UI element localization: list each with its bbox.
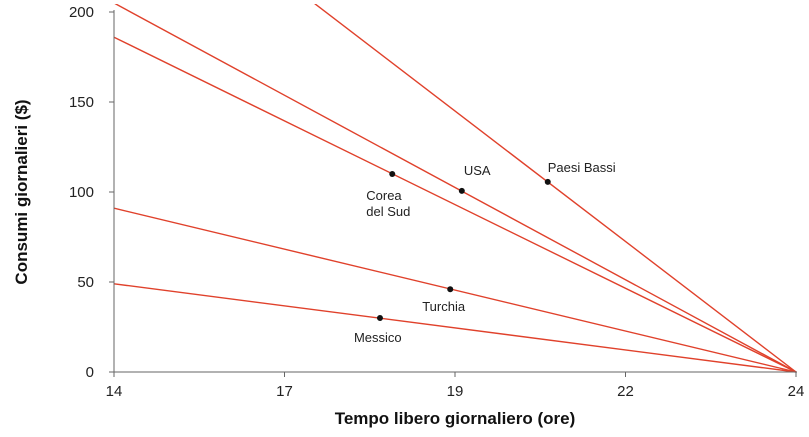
point-messico bbox=[376, 315, 383, 321]
y-tick-label: 200 bbox=[69, 4, 94, 21]
series-label: Corea del Sud bbox=[366, 188, 410, 219]
line-paesi-bassi bbox=[314, 4, 797, 373]
x-tick-label: 24 bbox=[788, 383, 805, 400]
line-usa bbox=[114, 4, 797, 373]
series-label: USA bbox=[464, 163, 491, 178]
series-label: Messico bbox=[354, 330, 402, 345]
y-tick-label: 50 bbox=[77, 274, 94, 291]
series-label: Paesi Bassi bbox=[548, 160, 616, 175]
x-tick-label: 14 bbox=[106, 383, 123, 400]
x-tick-label: 17 bbox=[276, 383, 293, 400]
point-paesi-bassi bbox=[544, 178, 551, 185]
point-usa bbox=[458, 187, 465, 194]
y-tick-label: 100 bbox=[69, 184, 94, 201]
y-tick-label: 0 bbox=[86, 364, 94, 381]
x-tick-label: 19 bbox=[447, 383, 464, 400]
series-label: Turchia bbox=[422, 299, 466, 314]
point-turchia bbox=[447, 286, 454, 293]
y-axis-label: Consumi giornalieri ($) bbox=[12, 99, 31, 284]
line-messico bbox=[114, 283, 797, 373]
line-turchia bbox=[114, 207, 797, 373]
y-tick-label: 150 bbox=[69, 94, 94, 111]
x-tick-label: 22 bbox=[617, 383, 634, 400]
line-corea-del-sud bbox=[114, 36, 797, 373]
x-axis-label: Tempo libero giornaliero (ore) bbox=[335, 409, 576, 428]
point-corea-del-sud bbox=[389, 171, 396, 177]
